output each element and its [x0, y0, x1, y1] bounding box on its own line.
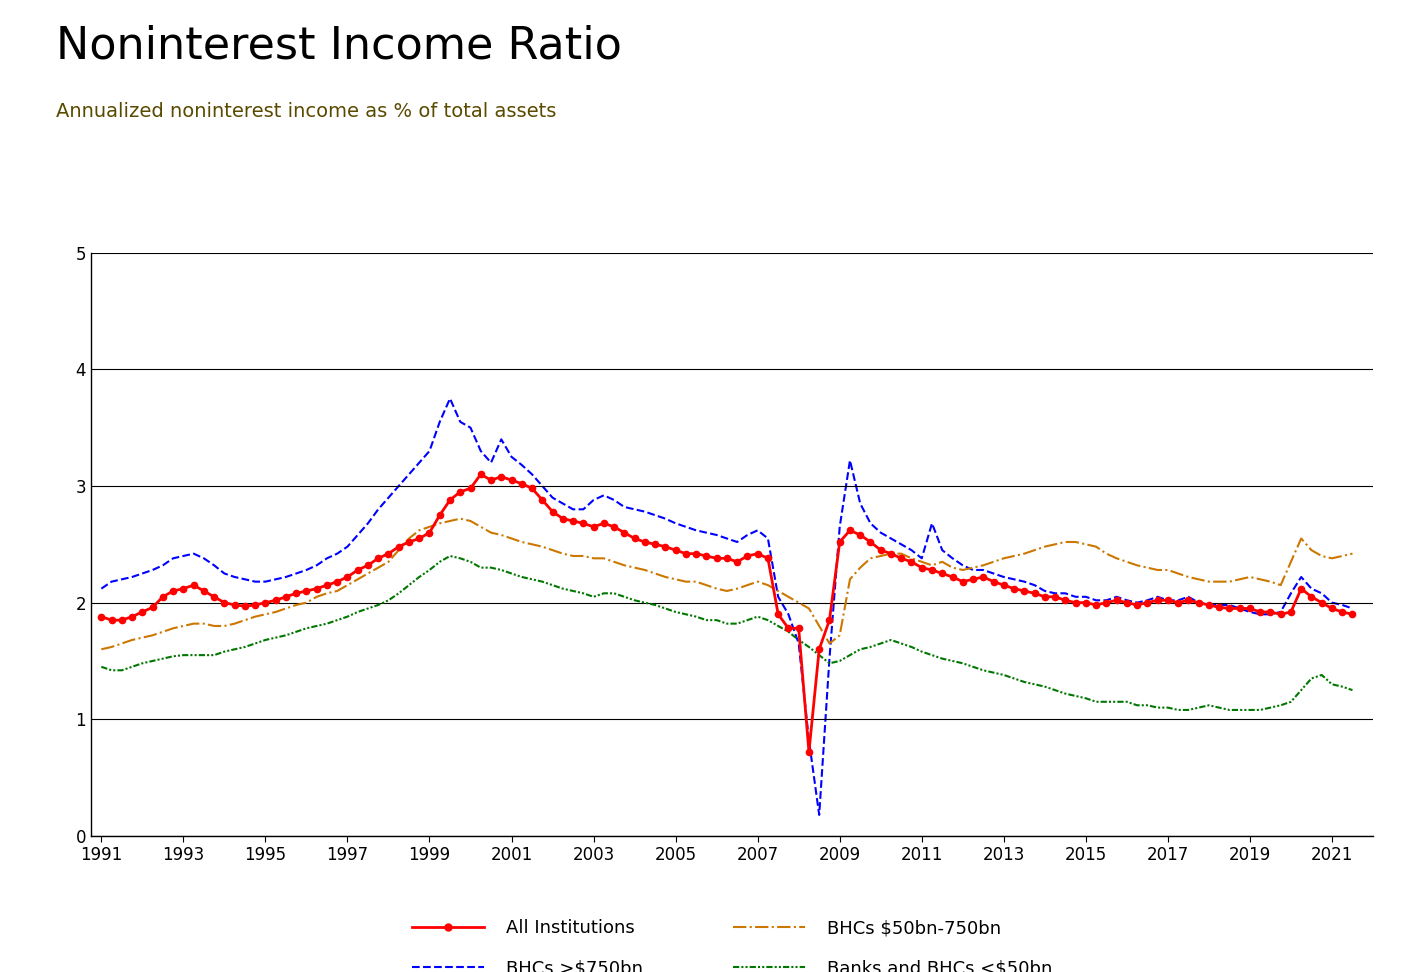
Text: Annualized noninterest income as % of total assets: Annualized noninterest income as % of to… [56, 102, 556, 122]
Text: Noninterest Income Ratio: Noninterest Income Ratio [56, 24, 622, 67]
Legend: All Institutions, BHCs >$750bn, BHCs $50bn-750bn, Banks and BHCs <$50bn: All Institutions, BHCs >$750bn, BHCs $50… [405, 913, 1059, 972]
